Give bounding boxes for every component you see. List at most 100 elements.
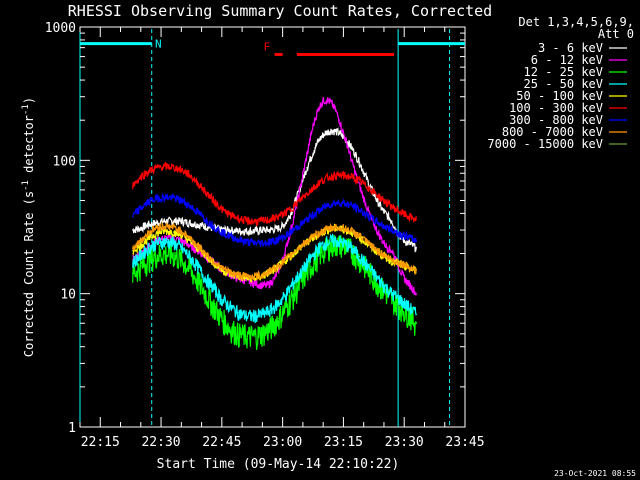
series-point [407, 313, 409, 315]
flare-flag-label: F [264, 41, 271, 54]
series-point [367, 208, 369, 210]
series-point [387, 215, 389, 217]
series-point [180, 259, 182, 261]
series-point [213, 260, 215, 262]
series-point [330, 102, 332, 104]
series-point [338, 132, 340, 134]
series-point [359, 236, 361, 238]
series-point [180, 169, 182, 171]
series-point [164, 230, 166, 232]
series-point [172, 197, 174, 199]
y-axis-label-end: ) [22, 97, 36, 104]
series-point [229, 235, 231, 237]
series-point [350, 204, 353, 206]
series-point [253, 242, 255, 244]
series-point [350, 176, 353, 178]
series-point [196, 182, 199, 184]
series-6 [132, 192, 417, 248]
series-point [391, 220, 393, 222]
series-point [383, 284, 385, 287]
series-point [188, 174, 191, 176]
y-axis-label-mid: detector [22, 115, 36, 180]
series-point [326, 228, 328, 230]
series-point [261, 229, 263, 231]
series-point [253, 275, 255, 277]
x-axis-label: Start Time (09-May-14 22:10:22) [157, 457, 400, 472]
series-point [164, 165, 166, 168]
series-point [140, 176, 142, 178]
series-point [172, 220, 174, 222]
legend-label: 800 - 7000 keV [502, 125, 603, 139]
series-point [407, 282, 409, 284]
series-point [221, 231, 223, 233]
series-point [399, 269, 401, 271]
series-point [310, 134, 312, 136]
series-point [164, 220, 166, 222]
series-point [180, 230, 182, 232]
series-point [205, 277, 207, 280]
series-point [261, 242, 263, 244]
series-point [188, 244, 191, 247]
series-point [229, 229, 231, 231]
series-point [342, 227, 345, 229]
series-point [277, 269, 280, 271]
series-point [140, 254, 142, 256]
series-point [367, 242, 369, 244]
series-point [221, 267, 223, 269]
series-point [326, 247, 328, 249]
series-point [229, 271, 231, 273]
series-point [375, 193, 377, 195]
legend-header-attenuator: Att 0 [598, 27, 634, 41]
series-point [310, 237, 312, 239]
series-point [237, 275, 239, 277]
x-tick-label: 22:30 [141, 435, 180, 450]
series-point [294, 228, 296, 230]
y-axis-label-sup1: -1 [21, 180, 31, 191]
series-7 [132, 221, 417, 281]
series-line [132, 221, 417, 281]
series-point [286, 305, 288, 308]
series-point [302, 174, 304, 176]
series-point [188, 240, 191, 242]
series-point [269, 282, 272, 284]
series-point [205, 252, 207, 255]
series-point [391, 205, 393, 208]
series-point [363, 197, 365, 199]
series-point [318, 247, 320, 249]
series-point [277, 238, 280, 241]
legend-label: 50 - 100 keV [516, 89, 603, 103]
series-point [213, 199, 215, 202]
series-point [342, 202, 345, 204]
series-point [346, 144, 349, 146]
series-point [282, 225, 284, 227]
series-point [245, 280, 247, 282]
series-point [383, 211, 385, 213]
series-point [132, 250, 134, 252]
series-point [164, 225, 166, 227]
series-point [253, 230, 255, 232]
series-point [310, 156, 312, 159]
series-point [261, 333, 263, 335]
series-point [156, 226, 158, 228]
series-point [359, 255, 361, 258]
series-point [298, 194, 300, 196]
series-point [391, 250, 393, 252]
series-point [237, 230, 239, 232]
series-point [415, 313, 417, 315]
legend-header-detectors: Det 1,3,4,5,6,9, [518, 15, 634, 29]
legend-label: 12 - 25 keV [524, 65, 603, 79]
series-point [407, 305, 409, 308]
series-point [407, 242, 409, 244]
series-point [403, 240, 405, 242]
series-point [399, 299, 401, 301]
series-point [253, 220, 255, 222]
series-point [148, 247, 150, 249]
series-point [237, 312, 239, 314]
series-point [180, 220, 182, 222]
series-point [399, 305, 401, 308]
series-point [318, 232, 320, 234]
series-point [205, 293, 207, 295]
y-tick-label: 1000 [45, 21, 76, 36]
series-point [326, 99, 328, 101]
series-point [148, 237, 150, 239]
